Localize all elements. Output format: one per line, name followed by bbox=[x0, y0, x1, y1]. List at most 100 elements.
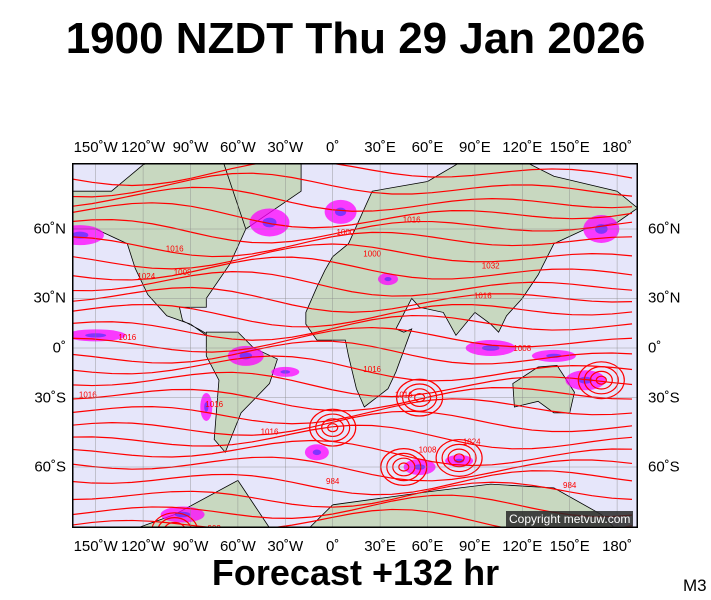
isobar-label: 1008 bbox=[419, 445, 437, 454]
bottom-longitude-label: 0˚ bbox=[326, 538, 340, 555]
left-latitude-label: 60˚S bbox=[34, 458, 66, 476]
right-latitude-label: 30˚N bbox=[648, 289, 681, 307]
top-longitude-label: 30˚W bbox=[267, 139, 304, 156]
isobar-line bbox=[72, 456, 633, 482]
right-latitude-label: 0˚ bbox=[648, 339, 662, 357]
isobar-label: 1016 bbox=[205, 400, 223, 409]
isobar-label: 1016 bbox=[166, 245, 184, 254]
low-pressure-isobar bbox=[435, 438, 483, 477]
isobar-line bbox=[72, 355, 633, 382]
heavy-precipitation-area bbox=[384, 276, 392, 282]
heavy-precipitation-area bbox=[312, 449, 322, 456]
isobar-line bbox=[72, 494, 633, 519]
isobar-line bbox=[72, 508, 633, 528]
top-longitude-label: 90˚W bbox=[172, 139, 209, 156]
isobar-line bbox=[72, 398, 633, 425]
isobar-line bbox=[72, 270, 633, 297]
bottom-longitude-label: 120˚E bbox=[502, 538, 543, 555]
heavy-precipitation-area bbox=[335, 207, 347, 217]
isobar-label: 1032 bbox=[482, 261, 500, 270]
low-pressure-isobar bbox=[577, 361, 625, 400]
isobar-line bbox=[72, 340, 633, 365]
right-latitude-label: 30˚S bbox=[648, 389, 680, 407]
bottom-longitude-label: 120˚W bbox=[121, 538, 166, 555]
top-longitude-label: 30˚E bbox=[364, 139, 396, 156]
heavy-precipitation-area bbox=[262, 217, 277, 228]
isobar-label: 1016 bbox=[79, 391, 97, 400]
isobar-line bbox=[72, 202, 633, 229]
isobar-label: 1024 bbox=[463, 437, 481, 446]
isobar-line bbox=[72, 286, 633, 313]
bottom-longitude-label: 30˚W bbox=[267, 538, 304, 555]
bottom-longitude-label: 150˚W bbox=[73, 538, 118, 555]
isobar-line bbox=[72, 172, 633, 198]
isobar-line bbox=[72, 439, 633, 467]
isobar-label: 1000 bbox=[336, 228, 354, 237]
left-latitude-label: 30˚S bbox=[34, 389, 66, 407]
isobar-line bbox=[72, 231, 633, 258]
isobar-label: 1008 bbox=[513, 344, 531, 353]
low-pressure-isobar bbox=[447, 448, 471, 468]
bottom-longitude-label: 30˚E bbox=[364, 538, 396, 555]
top-longitude-label: 0˚ bbox=[326, 139, 340, 156]
map-frame bbox=[72, 163, 638, 528]
isobar-label: 1000 bbox=[363, 250, 381, 259]
left-latitude-label: 60˚N bbox=[33, 220, 66, 238]
top-longitude-label: 90˚E bbox=[459, 139, 491, 156]
top-longitude-label: 150˚W bbox=[73, 139, 118, 156]
low-pressure-isobar bbox=[453, 453, 465, 463]
bottom-longitude-label: 60˚E bbox=[411, 538, 444, 555]
weather-map: 1016 1024 1008 1016 1000 1016 1000 1032 1016 1008… bbox=[72, 163, 638, 528]
isobar-line bbox=[72, 424, 633, 450]
copyright-label: Copyright metvuw.com bbox=[506, 511, 634, 527]
right-latitude-label: 60˚S bbox=[648, 458, 680, 476]
left-latitude-label: 30˚N bbox=[33, 289, 66, 307]
isobar-line bbox=[72, 243, 633, 270]
isobar-line bbox=[72, 303, 633, 328]
isobar-label: 1016 bbox=[403, 215, 421, 224]
isobar-label: 1008 bbox=[174, 268, 192, 277]
top-longitude-label: 150˚E bbox=[549, 139, 590, 156]
isobar-label: 992 bbox=[208, 524, 222, 528]
top-longitude-label: 180˚ bbox=[602, 139, 633, 156]
low-pressure-isobar bbox=[583, 366, 619, 395]
bottom-longitude-label: 60˚W bbox=[219, 538, 256, 555]
isobar-label: 1016 bbox=[395, 391, 413, 400]
low-pressure-isobar bbox=[441, 443, 477, 473]
top-longitude-label: 60˚W bbox=[219, 139, 256, 156]
isobar-line bbox=[72, 219, 633, 244]
isobar-line bbox=[72, 410, 633, 436]
isobar-label: 1024 bbox=[137, 272, 155, 281]
isobar-line bbox=[72, 326, 633, 353]
bottom-longitude-label: 180˚ bbox=[602, 538, 633, 555]
top-longitude-label: 120˚E bbox=[502, 139, 543, 156]
isobar-label: 1016 bbox=[474, 291, 492, 300]
top-longitude-label: 60˚E bbox=[411, 139, 444, 156]
isobar-line bbox=[72, 470, 633, 496]
bottom-longitude-label: 90˚E bbox=[459, 538, 491, 555]
bottom-longitude-label: 90˚W bbox=[172, 538, 209, 555]
low-pressure-isobar bbox=[595, 375, 607, 385]
left-latitude-label: 0˚ bbox=[52, 339, 66, 357]
isobar-label: 1016 bbox=[261, 428, 279, 437]
low-pressure-isobar bbox=[163, 521, 186, 528]
model-label: M3 bbox=[683, 576, 707, 595]
isobar-line bbox=[72, 481, 633, 508]
low-pressure-isobar bbox=[151, 512, 198, 528]
isobar-line bbox=[72, 371, 633, 398]
isobar-line bbox=[72, 163, 633, 187]
bottom-longitude-label: 150˚E bbox=[549, 538, 590, 555]
forecast-hour: Forecast +132 hr bbox=[211, 552, 500, 593]
isobar-line bbox=[72, 256, 633, 281]
isobar-line bbox=[72, 186, 633, 212]
isobar-label: 984 bbox=[326, 477, 340, 486]
right-latitude-label: 60˚N bbox=[648, 220, 681, 238]
map-title: 1900 NZDT Thu 29 Jan 2026 bbox=[65, 14, 646, 63]
low-pressure-isobar bbox=[157, 517, 192, 528]
top-longitude-label: 120˚W bbox=[121, 139, 166, 156]
isobar-line bbox=[72, 314, 633, 341]
isobar-label: 1016 bbox=[363, 365, 381, 374]
heavy-precipitation-area bbox=[204, 402, 209, 412]
isobar-label: 984 bbox=[563, 481, 577, 490]
isobar-label: 1016 bbox=[118, 333, 136, 342]
